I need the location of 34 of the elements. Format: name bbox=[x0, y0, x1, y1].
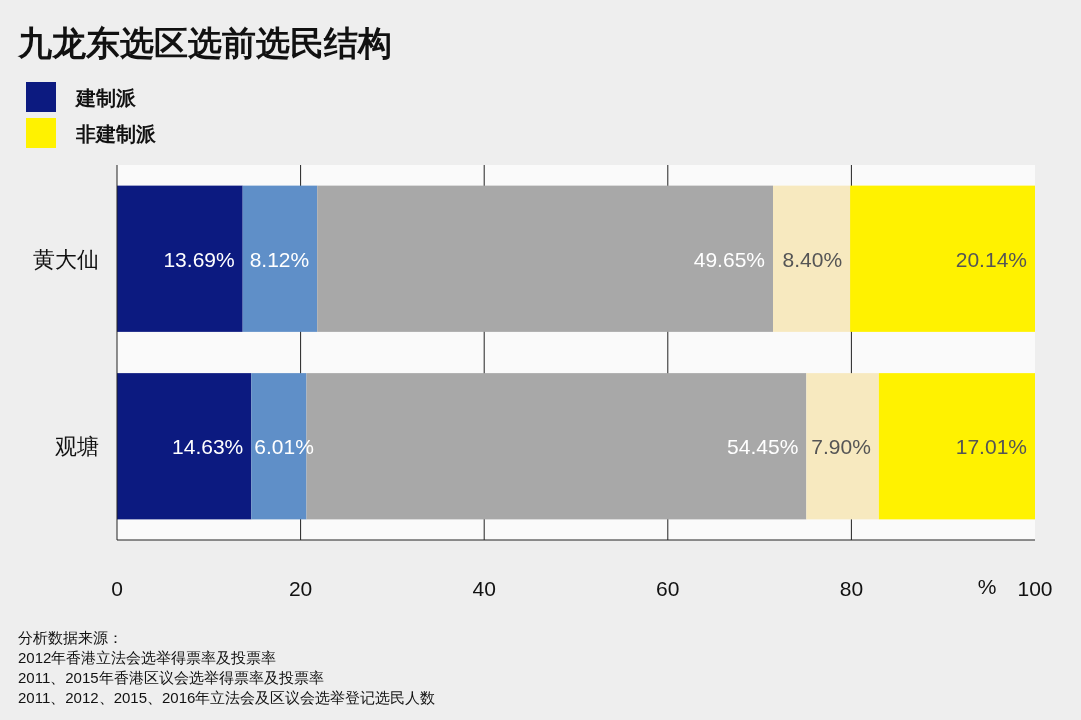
x-tick-label: 20 bbox=[288, 577, 313, 600]
text: 2012年香港立法会选举得票率及投票率 bbox=[18, 649, 277, 666]
text: 分析数据来源： bbox=[18, 629, 123, 646]
x-tick-label: 40 bbox=[472, 577, 496, 600]
bar bbox=[117, 185, 243, 332]
x-tick-label: 100 bbox=[1017, 577, 1053, 600]
bar bbox=[878, 373, 1035, 520]
bar bbox=[806, 373, 879, 520]
data-label: 49.65% bbox=[693, 247, 765, 271]
chart-title: 九龙东选区选前选民结构 bbox=[17, 24, 392, 62]
text: 2011、2015年香港区议会选举得票率及投票率 bbox=[18, 669, 324, 686]
data-label: 54.45% bbox=[727, 435, 799, 459]
x-axis-title: % bbox=[977, 575, 997, 598]
text: 2011、2012、2015、2016年立法会及区议会选举登记选民人数 bbox=[18, 689, 436, 706]
x-tick-label: 0 bbox=[111, 577, 123, 600]
y-tick-label: 黄大仙 bbox=[33, 246, 99, 272]
data-label: 8.40% bbox=[782, 247, 843, 271]
bar bbox=[317, 185, 773, 332]
data-label: 7.90% bbox=[811, 435, 871, 459]
x-tick-label: 60 bbox=[656, 577, 680, 600]
bar bbox=[117, 373, 252, 520]
legend-label: 建制派 bbox=[74, 87, 137, 109]
data-label: 13.69% bbox=[163, 247, 235, 271]
data-label: 14.63% bbox=[172, 435, 244, 459]
y-tick-label: 观塘 bbox=[55, 434, 99, 460]
data-label: 17.01% bbox=[955, 435, 1027, 459]
x-tick-label: 80 bbox=[839, 577, 864, 600]
data-label: 8.12% bbox=[249, 247, 310, 271]
bar bbox=[242, 185, 318, 332]
bar bbox=[773, 185, 851, 332]
data-label: 20.14% bbox=[955, 247, 1027, 271]
bar bbox=[850, 185, 1035, 332]
legend-label: 非建制派 bbox=[75, 123, 157, 145]
data-label: 6.01% bbox=[254, 435, 314, 459]
